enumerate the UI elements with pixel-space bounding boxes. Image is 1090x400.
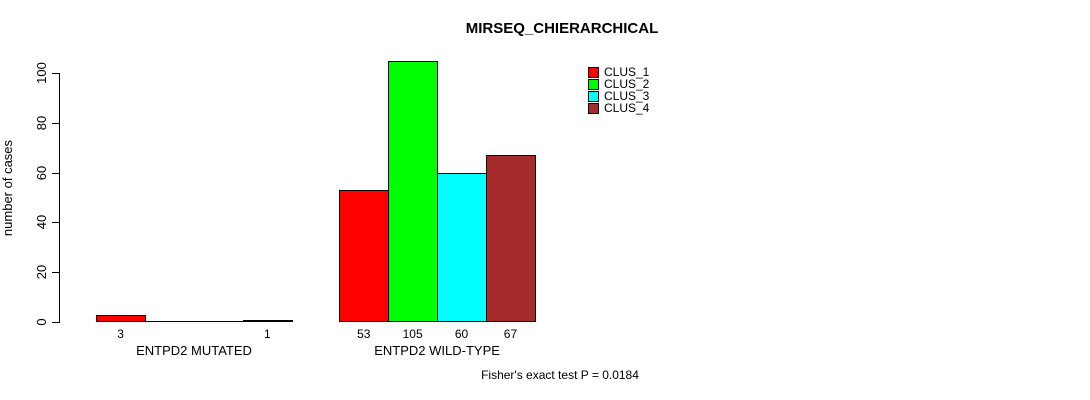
legend-swatch-clus_1 [588,66,599,78]
y-axis-line [59,73,60,323]
legend-label: CLUS_1 [604,65,650,79]
annotation-text: Fisher's exact test P = 0.0184 [481,368,639,382]
y-tick-label: 60 [34,165,49,180]
bar-value-label: 60 [454,327,469,341]
legend-item-clus_3: CLUS_3 [588,90,649,102]
x-category-label: ENTPD2 WILD-TYPE [374,343,500,358]
legend: CLUS_1 CLUS_2 CLUS_3 CLUS_4 [588,66,649,114]
legend-item-clus_2: CLUS_2 [588,78,649,90]
legend-swatch-clus_3 [588,90,599,102]
y-tick-mark [52,122,59,124]
y-tick-label: 20 [34,264,49,280]
chart-title: MIRSEQ_CHIERARCHICAL [465,20,659,37]
y-tick-label: 40 [34,215,49,230]
y-tick-label: 100 [34,62,49,84]
bar-value-label: 105 [402,327,423,341]
legend-swatch-clus_2 [588,78,599,90]
legend-item-clus_4: CLUS_4 [588,102,649,114]
y-tick-mark [52,222,59,224]
y-tick-mark [52,272,59,274]
bar-value-label: 53 [357,327,371,341]
y-tick-mark [52,73,59,74]
bar-value-label: 67 [503,327,518,341]
bar-value-label: 3 [117,327,124,341]
legend-item-clus_1: CLUS_1 [588,66,649,78]
bar-clus_1-group1 [96,315,147,322]
y-tick-label: 0 [34,318,49,326]
bar-clus_4-group2 [486,155,536,322]
legend-label: CLUS_2 [604,77,650,91]
bar-value-label: 1 [263,327,271,341]
y-tick-mark [52,172,59,174]
bar-clus_2-group1-zero [145,321,195,322]
legend-label: CLUS_3 [604,89,650,103]
bar-clus_3-group1-zero [194,321,244,322]
bar-clus_2-group2 [388,61,439,322]
y-tick-mark [52,322,59,323]
bar-clus_3-group2 [437,173,487,322]
legend-swatch-clus_4 [588,102,599,114]
y-axis-label: number of cases [0,139,15,237]
bar-clus_1-group2 [339,190,390,322]
legend-label: CLUS_4 [604,101,650,115]
bar-clus_4-group1 [242,320,293,322]
y-tick-label: 80 [34,115,49,131]
x-category-label: ENTPD2 MUTATED [136,343,252,358]
